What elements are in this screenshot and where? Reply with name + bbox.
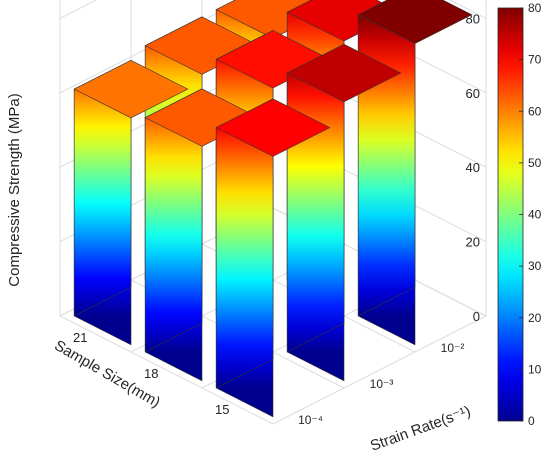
colorbar-tick-label: 40	[528, 208, 542, 222]
y-floor-gridline	[59, 315, 274, 425]
bar-3d	[73, 59, 189, 346]
z-axis-label: Compressive Strength (MPa)	[6, 93, 23, 286]
colorbar: 0 10 20 30 40 50 60 70 80	[497, 1, 542, 428]
bar-face-top	[215, 98, 331, 157]
colorbar-tick-label: 30	[528, 259, 542, 273]
bars	[73, 0, 473, 418]
colorbar-tick-label: 10	[528, 362, 542, 376]
z-tick-label: 20	[466, 235, 480, 250]
bar-3d	[215, 98, 331, 418]
bar-3d	[144, 88, 260, 382]
bar-face-right	[357, 0, 416, 317]
y-tick-label: 10⁻³	[370, 377, 394, 391]
y-tick-label: 10⁻⁴	[298, 413, 323, 427]
z-tick-label: 60	[466, 86, 480, 101]
colorbar-tick-label: 70	[528, 53, 542, 67]
bar-face-top	[357, 0, 473, 44]
bar-face-top	[286, 43, 402, 103]
colorbar-tick-label: 0	[528, 414, 535, 428]
colorbar-tick-label: 50	[528, 156, 542, 170]
x-tick-label: 15	[215, 402, 229, 417]
colorbar-tick-label: 60	[528, 104, 542, 118]
colorbar-gradient	[497, 7, 524, 422]
y-tick-label: 10⁻²	[441, 341, 465, 355]
x-tick-label: 18	[144, 366, 158, 381]
z-tick-label: 0	[473, 309, 480, 324]
z-tick-label: 40	[466, 160, 480, 175]
y-axis-label: Strain Rate(s⁻¹)	[368, 403, 473, 451]
colorbar-tick-label: 80	[528, 1, 542, 15]
bar-face-top	[73, 59, 189, 119]
x-floor-gridline	[272, 315, 487, 425]
bar-3d	[357, 0, 473, 346]
x-tick-label: 21	[73, 330, 87, 345]
colorbar-tick-label: 20	[528, 311, 542, 325]
